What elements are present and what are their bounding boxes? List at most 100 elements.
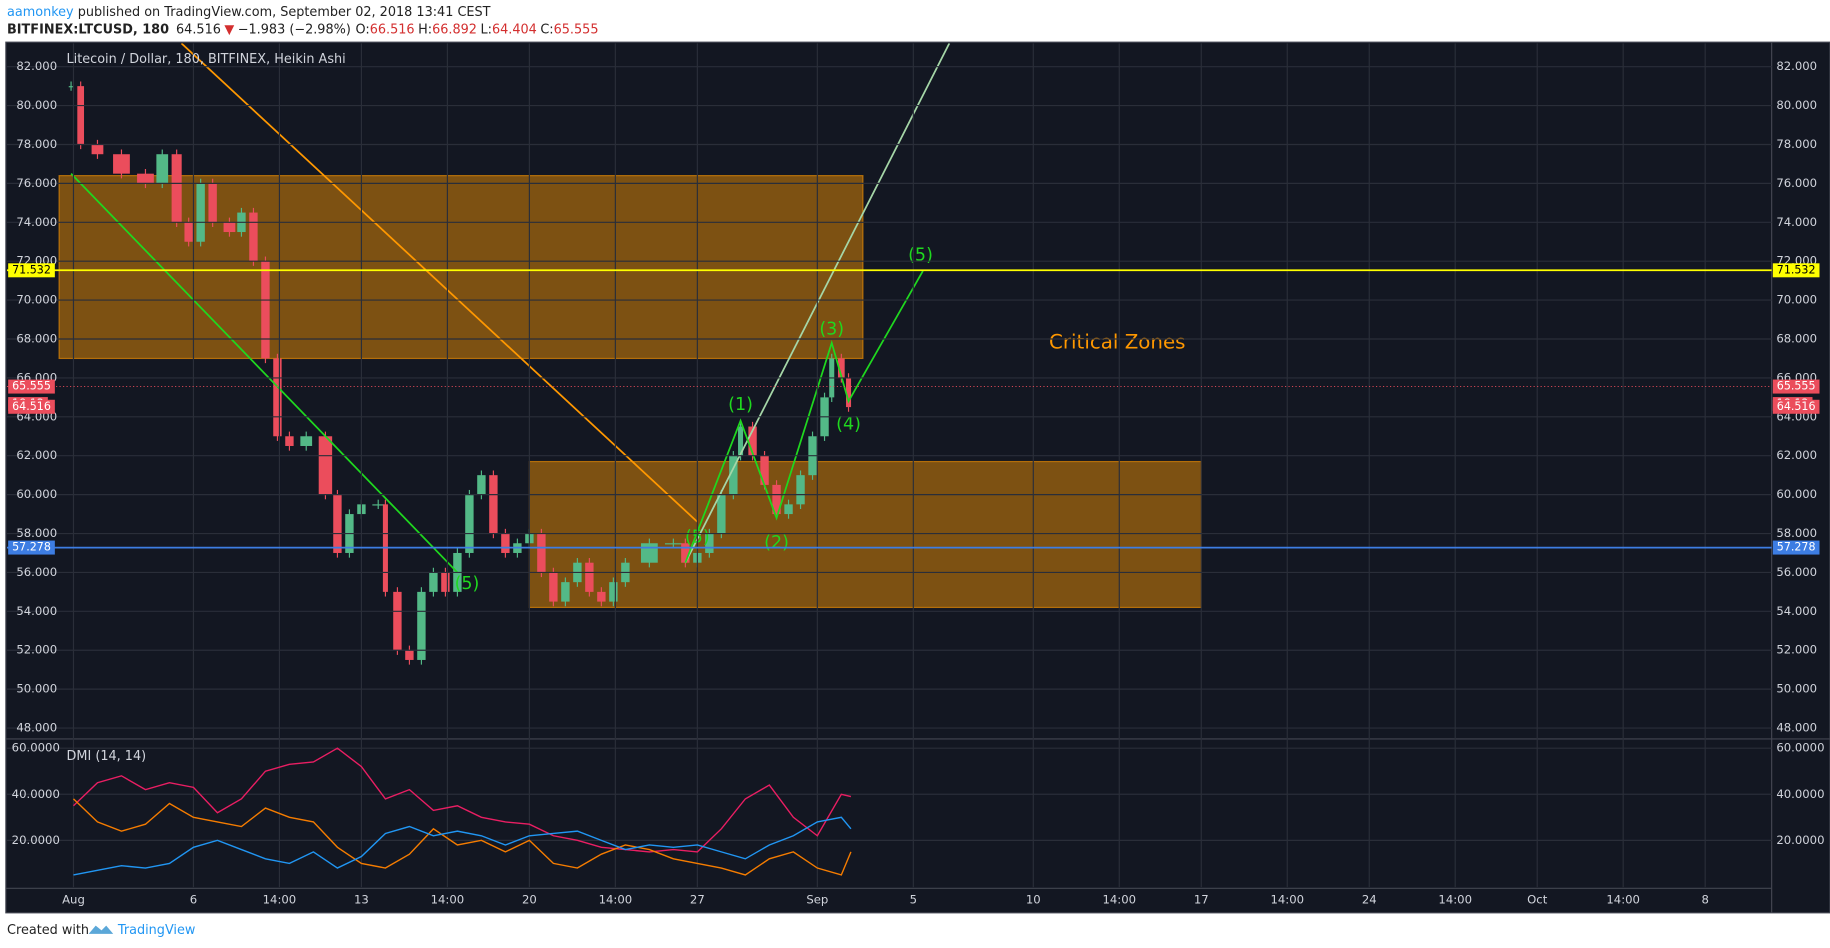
candle <box>837 358 845 378</box>
low: 64.404 <box>492 22 537 37</box>
indicator-title: DMI (14, 14) <box>67 749 147 764</box>
y-tick-label: 56.000 <box>16 565 57 579</box>
last-badge-right <box>1772 399 1820 414</box>
candle <box>208 183 217 223</box>
x-tick-label: Aug <box>62 892 85 906</box>
level-badge-left-text: 71.532 <box>12 263 51 276</box>
candle <box>261 261 270 359</box>
candle <box>681 543 690 563</box>
candle <box>91 144 104 155</box>
level-badge-right-text: 65.555 <box>1777 380 1816 393</box>
indicator-line <box>73 816 852 876</box>
y-tick-label-right: 20.0000 <box>1776 833 1824 847</box>
annotation: (5) <box>455 574 480 594</box>
candle <box>738 426 744 456</box>
y-tick-label: 48.000 <box>16 721 57 735</box>
candle <box>77 86 85 145</box>
x-tick-label: 14:00 <box>431 892 465 906</box>
y-tick-label: 80.000 <box>16 98 57 112</box>
change: −1.983 (−2.98%) <box>238 22 351 37</box>
level-badge-right-text: 71.532 <box>1777 263 1816 276</box>
y-tick-label-right: 60.000 <box>1776 487 1817 501</box>
c-label: C: <box>540 22 553 37</box>
y-tick-label-right: 56.000 <box>1776 565 1817 579</box>
candle <box>405 650 414 660</box>
candle <box>285 436 294 446</box>
y-tick-label-right: 58.000 <box>1776 526 1817 540</box>
published: published on TradingView.com, September … <box>74 4 491 19</box>
open: 66.516 <box>370 22 415 37</box>
candle <box>549 572 558 602</box>
header-line: aamonkey published on TradingView.com, S… <box>7 4 491 19</box>
high: 66.892 <box>432 22 477 37</box>
x-tick-label: 14:00 <box>1606 892 1640 906</box>
level-badge-right <box>1772 263 1820 278</box>
candle <box>429 572 438 592</box>
chart-frame <box>5 41 1830 914</box>
author[interactable]: aamonkey <box>7 4 74 19</box>
x-tick-label: 17 <box>1194 892 1209 906</box>
candle <box>705 533 714 553</box>
candle <box>597 591 606 602</box>
trend-line <box>180 43 698 523</box>
candle <box>196 183 205 242</box>
level-badge-right <box>1772 379 1820 394</box>
level-badge-left <box>8 540 55 555</box>
candle <box>393 591 402 651</box>
level-badge-left-text: 57.278 <box>12 541 51 554</box>
y-tick-label-right: 40.0000 <box>1776 787 1824 801</box>
x-tick-label: 14:00 <box>599 892 633 906</box>
x-tick-label: 6 <box>190 892 197 906</box>
candle <box>465 494 474 553</box>
x-tick-label: Sep <box>806 892 828 906</box>
footer-brand[interactable]: TradingView <box>117 923 196 938</box>
symbol: BITFINEX:LTCUSD, 180 <box>7 22 169 37</box>
candle <box>748 426 757 456</box>
y-tick-label-right: 60.0000 <box>1776 741 1824 755</box>
y-tick-label: 52.000 <box>16 643 57 657</box>
y-tick-label-right: 76.000 <box>1776 176 1817 190</box>
candle <box>68 86 74 88</box>
candle <box>171 154 182 223</box>
y-tick-label-right: 80.000 <box>1776 98 1817 112</box>
y-tick-label: 60.0000 <box>12 741 60 755</box>
y-tick-label-right: 62.000 <box>1776 448 1817 462</box>
annotation: Critical Zones <box>1049 330 1185 353</box>
last: 64.516 <box>176 22 221 37</box>
candle <box>441 572 450 592</box>
y-tick-label-right: 74.000 <box>1776 215 1817 229</box>
y-tick-label: 58.000 <box>16 526 57 540</box>
y-tick-label: 82.000 <box>16 59 57 73</box>
annotation: (5) <box>908 245 933 265</box>
candle <box>156 154 169 184</box>
y-tick-label-right: 70.000 <box>1776 293 1817 307</box>
y-tick-label-right: 82.000 <box>1776 59 1817 73</box>
level-badge-left <box>8 263 55 278</box>
candle <box>249 212 258 262</box>
x-tick-label: 14:00 <box>1438 892 1472 906</box>
y-tick-label-right: 50.000 <box>1776 682 1817 696</box>
y-tick-label: 20.0000 <box>12 833 60 847</box>
trend-line <box>70 173 459 574</box>
candle <box>184 222 193 242</box>
indicator-line <box>72 747 852 853</box>
chart-title: Litecoin / Dollar, 180, BITFINEX, Heikin… <box>67 52 346 67</box>
level-badge-right-text: 57.278 <box>1777 541 1816 554</box>
candle <box>561 582 570 602</box>
y-tick-label-right: 48.000 <box>1776 721 1817 735</box>
candle <box>609 582 618 602</box>
candle <box>501 533 510 553</box>
x-tick-label: 24 <box>1362 892 1377 906</box>
x-tick-label: 8 <box>1701 892 1708 906</box>
indicator-line <box>72 798 852 876</box>
y-tick-label-right: 68.000 <box>1776 332 1817 346</box>
x-tick-label: 14:00 <box>1102 892 1136 906</box>
y-tick-label: 76.000 <box>16 176 57 190</box>
candle <box>640 543 658 563</box>
candle <box>417 591 426 660</box>
annotation: (1) <box>728 395 753 415</box>
y-tick-label: 62.000 <box>16 448 57 462</box>
candle <box>664 543 682 545</box>
annotation: (2) <box>764 533 789 553</box>
last-badge-left <box>8 399 55 414</box>
